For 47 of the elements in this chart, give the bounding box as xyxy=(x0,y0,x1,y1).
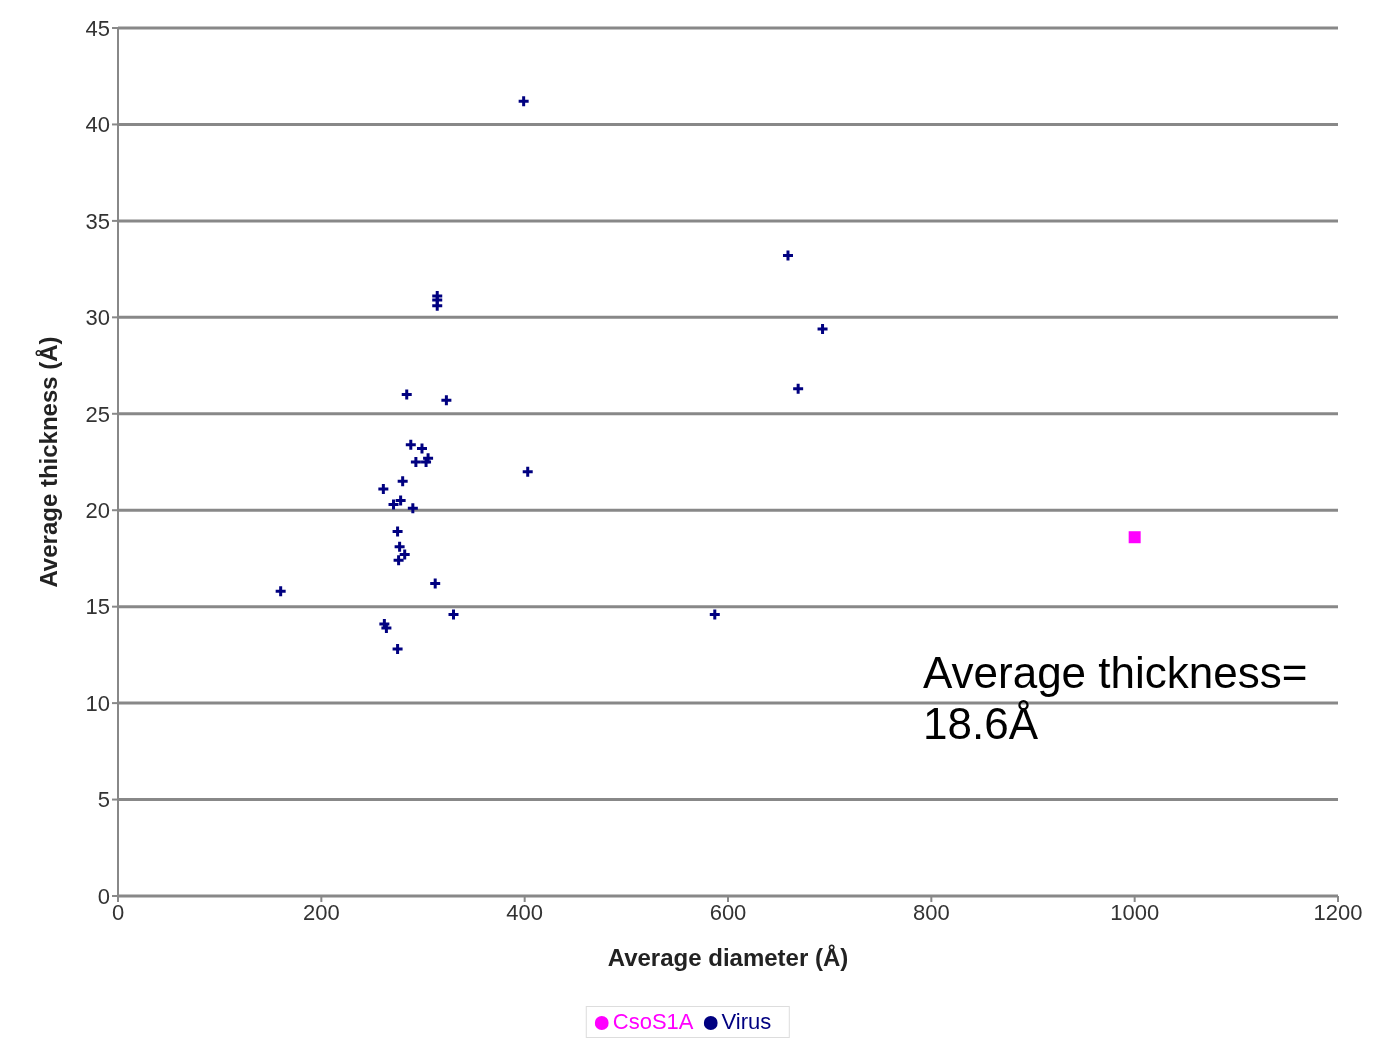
point xyxy=(793,383,804,394)
x-tick-label: 400 xyxy=(506,899,544,925)
point xyxy=(393,555,404,566)
point xyxy=(782,250,793,261)
point xyxy=(407,503,418,514)
annotation: Average thickness= 18.6Å xyxy=(923,648,1309,750)
y-tick-label: 15 xyxy=(85,594,110,620)
x-tick-label: 1200 xyxy=(1313,899,1363,925)
point xyxy=(405,439,416,450)
y-axis-title: Average thickness (Å) xyxy=(34,336,62,588)
point xyxy=(392,526,403,537)
point xyxy=(518,96,529,107)
y-tick-label: 0 xyxy=(97,883,110,909)
point xyxy=(423,453,434,464)
y-tick-label: 35 xyxy=(85,208,110,234)
point xyxy=(410,457,421,467)
point xyxy=(709,609,720,620)
y-tick-label: 25 xyxy=(85,401,110,427)
y-tick-label: 20 xyxy=(85,498,110,524)
x-tick-label: 200 xyxy=(302,899,340,925)
point xyxy=(397,476,408,487)
legend-label: Virus xyxy=(721,1009,772,1034)
point xyxy=(399,549,410,560)
point xyxy=(378,484,389,494)
point xyxy=(275,586,286,597)
x-axis-title: Average diameter (Å) xyxy=(607,944,849,971)
x-tick-label: 600 xyxy=(709,899,747,925)
y-tick-label: 30 xyxy=(85,305,110,331)
point xyxy=(395,495,406,506)
point xyxy=(522,466,533,477)
point xyxy=(441,395,452,406)
point xyxy=(1128,531,1141,544)
point xyxy=(448,609,459,620)
point xyxy=(388,499,399,510)
y-tick-label: 45 xyxy=(85,15,110,41)
point xyxy=(817,323,828,334)
x-tick-label: 1000 xyxy=(1110,899,1160,925)
y-tick-label: 5 xyxy=(97,787,110,813)
x-tick-label: 800 xyxy=(912,899,950,925)
point xyxy=(416,443,427,454)
y-tick-label: 10 xyxy=(85,690,110,716)
point xyxy=(401,389,412,400)
point xyxy=(394,541,405,552)
point xyxy=(392,644,403,655)
point xyxy=(430,578,441,589)
legend-label: CsoS1A xyxy=(612,1009,694,1034)
y-tick-label: 40 xyxy=(85,112,110,138)
